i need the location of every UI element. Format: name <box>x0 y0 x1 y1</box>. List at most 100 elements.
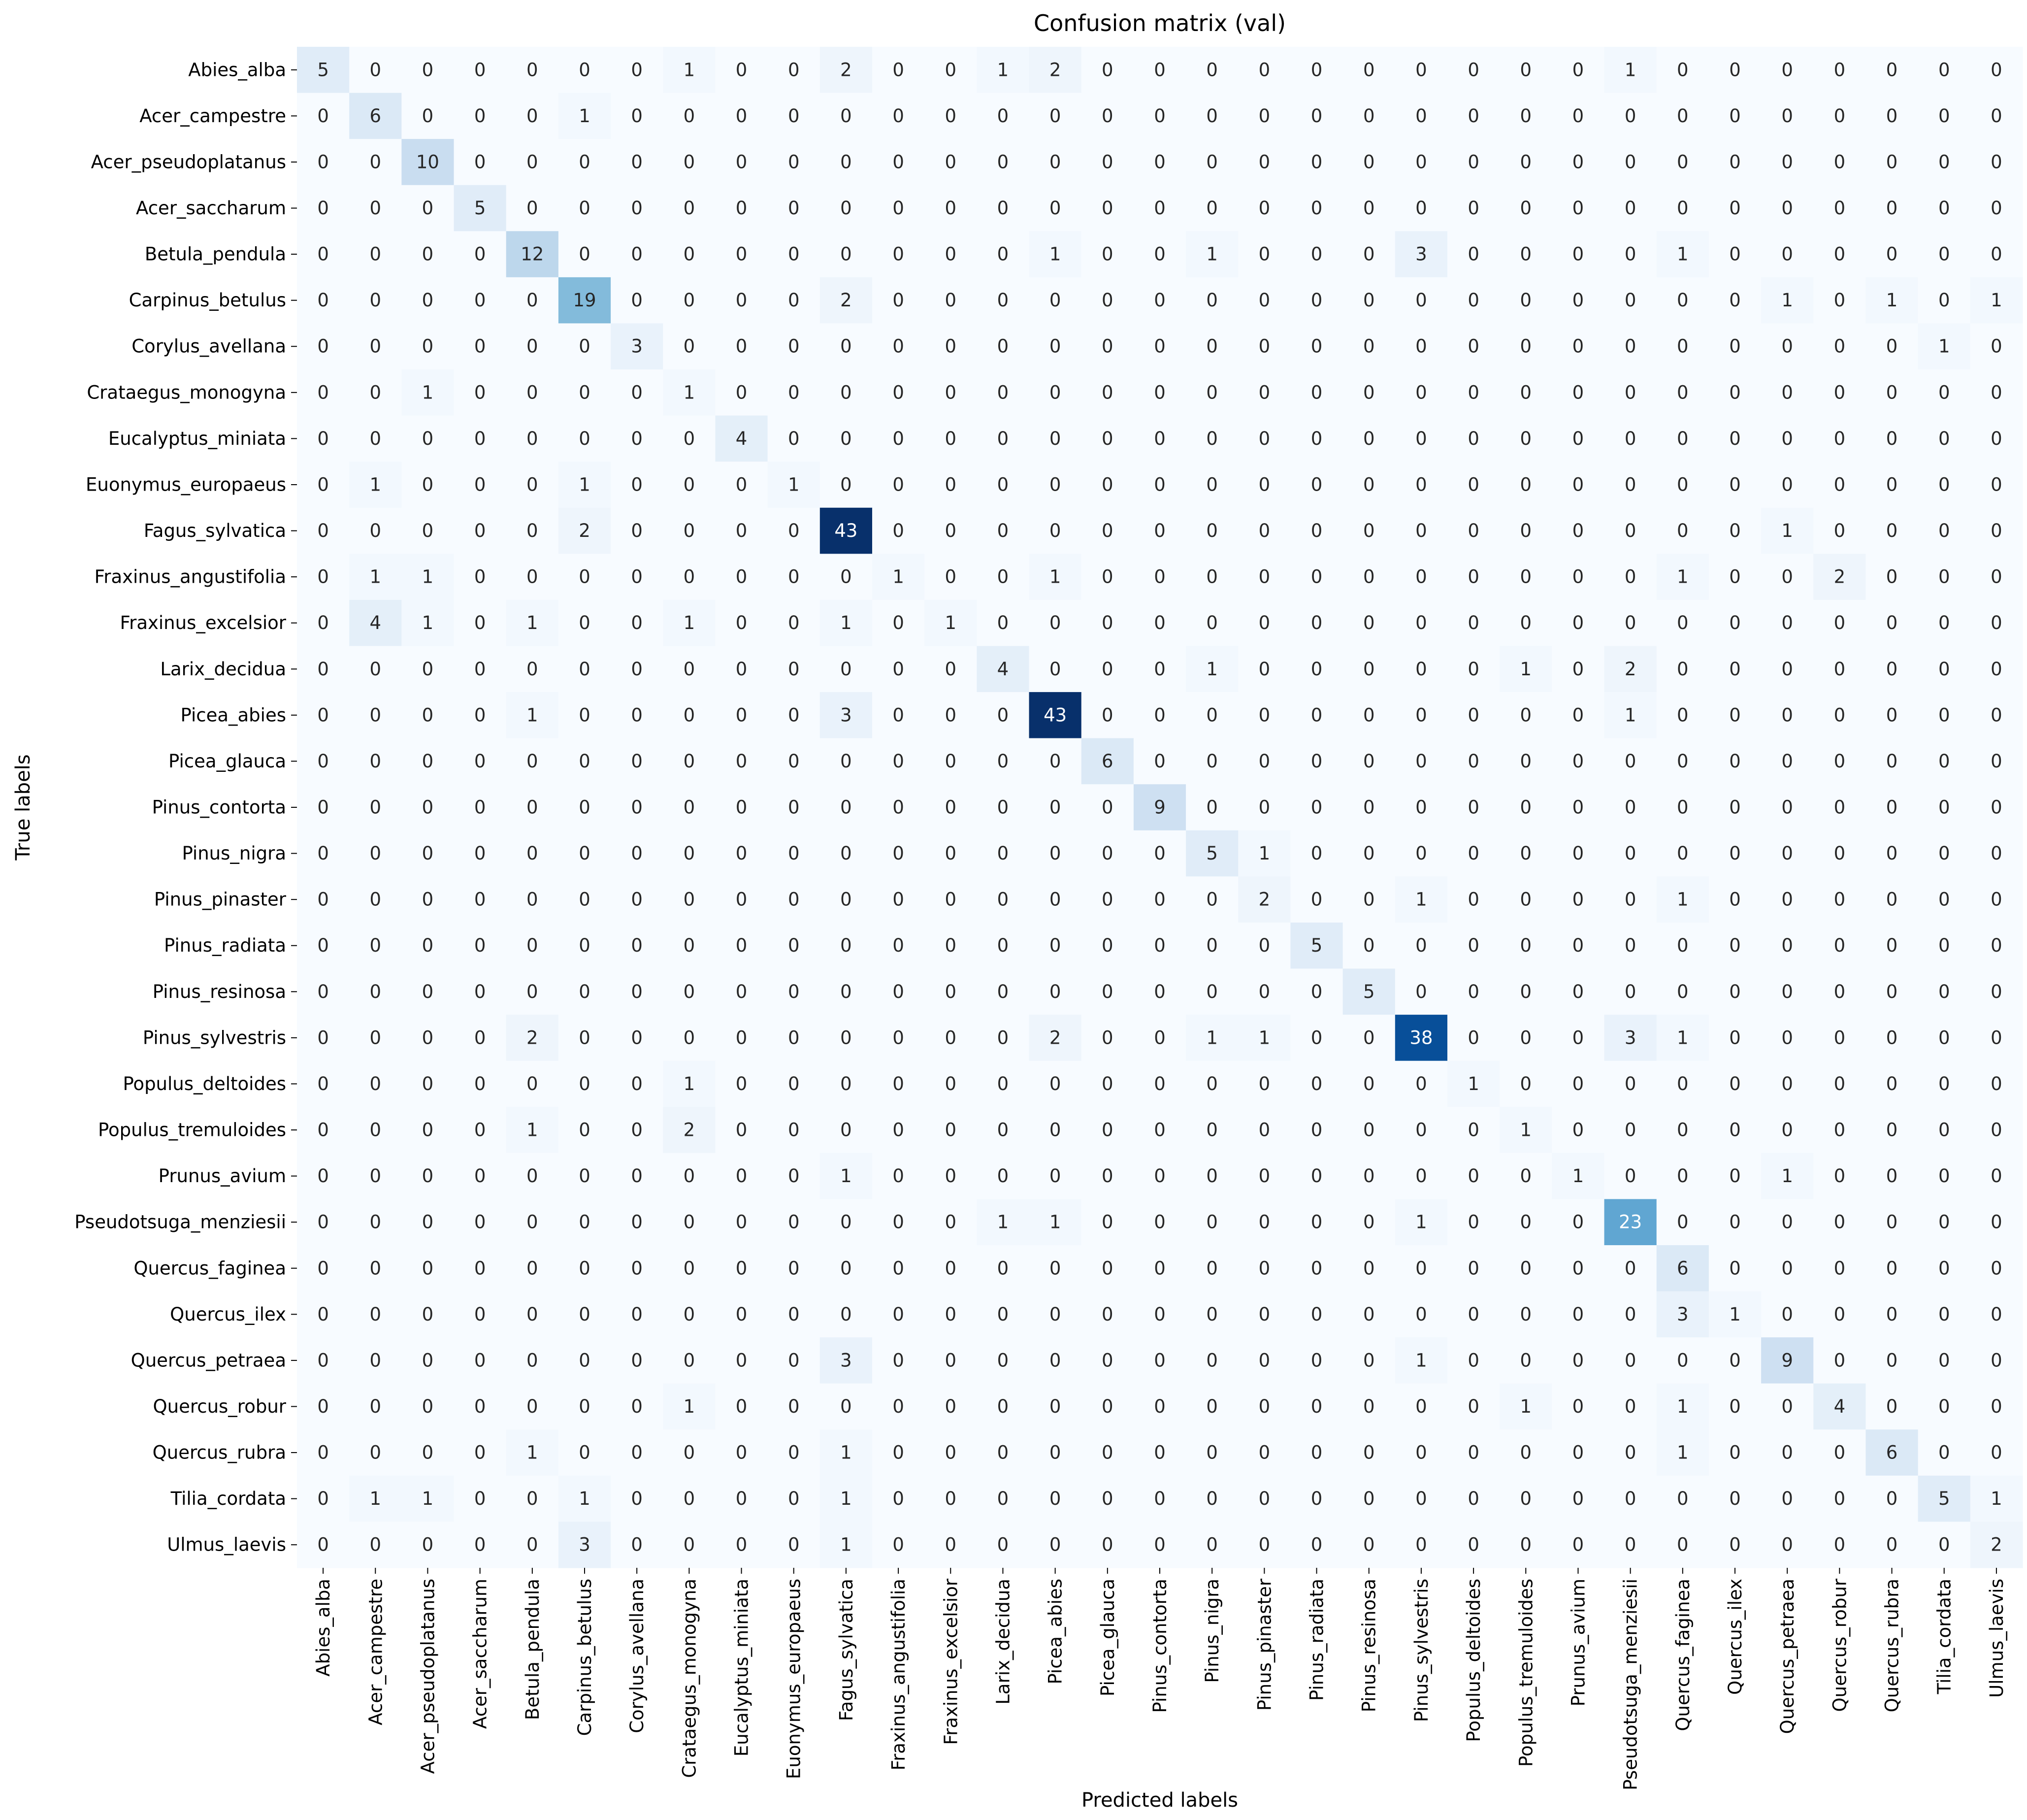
cell-quercus-faginea-pinus-radiata <box>1290 1245 1343 1292</box>
cell-acer-campestre-fraxinus-angustifolia <box>872 93 925 139</box>
cell-value-quercus-ilex-crataegus-monogyna: 0 <box>684 1304 695 1325</box>
cell-value-fagus-sylvatica-fraxinus-excelsior: 0 <box>945 520 956 541</box>
cell-value-populus-tremuloides-betula-pendula: 1 <box>526 1120 538 1141</box>
cell-populus-deltoides-crataegus-monogyna <box>663 1060 716 1107</box>
cell-quercus-robur-quercus-rubra <box>1865 1383 1919 1430</box>
y-tick-label-pinus-nigra: Pinus_nigra <box>182 843 286 864</box>
cell-value-betula-pendula-fagus-sylvatica: 0 <box>840 244 852 265</box>
cell-value-pinus-contorta-quercus-robur: 0 <box>1834 797 1846 818</box>
cell-picea-glauca-betula-pendula <box>506 738 559 785</box>
cell-crataegus-monogyna-acer-pseudoplatanus <box>401 369 455 416</box>
cell-value-pinus-pinaster-larix-decidua: 0 <box>997 889 1009 910</box>
cell-value-pinus-resinosa-quercus-ilex: 0 <box>1729 981 1741 1002</box>
cell-value-quercus-rubra-quercus-faginea: 1 <box>1677 1442 1689 1463</box>
cell-value-acer-saccharum-pinus-pinaster: 0 <box>1259 198 1271 219</box>
cell-euonymus-europaeus-fraxinus-excelsior <box>924 462 977 508</box>
cell-acer-pseudoplatanus-quercus-ilex <box>1708 139 1762 186</box>
cell-value-crataegus-monogyna-prunus-avium: 0 <box>1572 382 1584 403</box>
cell-value-quercus-petraea-pseudotsuga-menziesii: 0 <box>1625 1350 1636 1371</box>
cell-value-pinus-nigra-carpinus-betulus: 0 <box>579 843 590 864</box>
chart-title: Confusion matrix (val) <box>1034 10 1286 36</box>
cell-value-corylus-avellana-pinus-pinaster: 0 <box>1259 336 1271 357</box>
cell-value-quercus-rubra-acer-pseudoplatanus: 0 <box>422 1442 434 1463</box>
cell-value-eucalyptus-miniata-crataegus-monogyna: 0 <box>684 428 695 449</box>
cell-value-quercus-petraea-pinus-radiata: 0 <box>1311 1350 1323 1371</box>
cell-value-acer-saccharum-quercus-faginea: 0 <box>1677 198 1689 219</box>
x-tick-label-eucalyptus-miniata: Eucalyptus_miniata <box>731 1579 752 1756</box>
x-tick-label-prunus-avium: Prunus_avium <box>1568 1579 1589 1706</box>
cell-pinus-contorta-fraxinus-angustifolia <box>872 784 925 831</box>
cell-value-pseudotsuga-menziesii-pinus-contorta: 0 <box>1154 1212 1166 1233</box>
cell-value-pinus-resinosa-acer-pseudoplatanus: 0 <box>422 981 434 1002</box>
y-tick-label-prunus-avium: Prunus_avium <box>159 1165 286 1187</box>
cell-populus-tremuloides-eucalyptus-miniata <box>715 1107 768 1154</box>
cell-value-quercus-petraea-quercus-ilex: 0 <box>1729 1350 1741 1371</box>
cell-value-picea-glauca-ulmus-laevis: 0 <box>1991 751 2002 772</box>
cell-quercus-petraea-euonymus-europaeus <box>767 1337 820 1384</box>
cell-value-abies-alba-pinus-nigra: 0 <box>1206 59 1218 80</box>
cell-quercus-petraea-pinus-contorta <box>1133 1337 1186 1384</box>
cell-value-larix-decidua-tilia-cordata: 0 <box>1938 659 1950 680</box>
cell-fagus-sylvatica-populus-tremuloides <box>1500 507 1552 554</box>
cell-value-acer-saccharum-picea-glauca: 0 <box>1102 198 1113 219</box>
cell-value-crataegus-monogyna-quercus-robur: 0 <box>1834 382 1846 403</box>
cell-value-crataegus-monogyna-abies-alba: 0 <box>317 382 329 403</box>
cell-prunus-avium-quercus-faginea <box>1656 1153 1709 1199</box>
cell-value-betula-pendula-quercus-rubra: 0 <box>1886 244 1898 265</box>
cell-value-quercus-rubra-picea-glauca: 0 <box>1102 1442 1113 1463</box>
cell-value-pinus-nigra-picea-abies: 0 <box>1049 843 1061 864</box>
cell-quercus-ilex-larix-decidua <box>977 1291 1030 1338</box>
cell-acer-pseudoplatanus-quercus-rubra <box>1865 139 1919 186</box>
cell-pinus-contorta-pinus-nigra <box>1186 784 1239 831</box>
cell-corylus-avellana-quercus-petraea <box>1761 323 1814 370</box>
cell-euonymus-europaeus-acer-campestre <box>349 462 402 508</box>
cell-larix-decidua-euonymus-europaeus <box>767 646 820 693</box>
cell-crataegus-monogyna-pinus-sylvestris <box>1395 369 1448 416</box>
cell-quercus-rubra-pinus-nigra <box>1186 1429 1239 1476</box>
cell-abies-alba-quercus-ilex <box>1708 47 1762 94</box>
cell-quercus-ilex-quercus-ilex <box>1708 1291 1762 1338</box>
cell-abies-alba-fagus-sylvatica <box>819 47 873 94</box>
cell-pinus-radiata-euonymus-europaeus <box>767 922 820 969</box>
cell-eucalyptus-miniata-carpinus-betulus <box>558 415 611 462</box>
cell-value-picea-abies-carpinus-betulus: 0 <box>579 704 590 726</box>
cell-quercus-faginea-pinus-nigra <box>1186 1245 1239 1292</box>
x-tick-label-pinus-contorta: Pinus_contorta <box>1149 1579 1171 1713</box>
cell-populus-tremuloides-betula-pendula <box>506 1107 559 1154</box>
cell-value-acer-campestre-picea-glauca: 0 <box>1102 105 1113 127</box>
cell-value-pseudotsuga-menziesii-fraxinus-excelsior: 0 <box>945 1212 956 1233</box>
cell-value-quercus-petraea-betula-pendula: 0 <box>526 1350 538 1371</box>
cell-value-fagus-sylvatica-pinus-nigra: 0 <box>1206 520 1218 541</box>
cell-value-quercus-ilex-quercus-rubra: 0 <box>1886 1304 1898 1325</box>
cell-corylus-avellana-quercus-faginea <box>1656 323 1709 370</box>
cell-corylus-avellana-fraxinus-angustifolia <box>872 323 925 370</box>
cell-betula-pendula-carpinus-betulus <box>558 231 611 278</box>
cell-value-ulmus-laevis-carpinus-betulus: 3 <box>579 1534 590 1555</box>
cell-value-pseudotsuga-menziesii-pinus-pinaster: 0 <box>1259 1212 1271 1233</box>
cell-fraxinus-angustifolia-quercus-faginea <box>1656 554 1709 600</box>
cell-fagus-sylvatica-betula-pendula <box>506 507 559 554</box>
cell-value-pinus-pinaster-pinus-pinaster: 2 <box>1259 889 1271 910</box>
cell-value-pinus-resinosa-fraxinus-excelsior: 0 <box>945 981 956 1002</box>
cell-value-ulmus-laevis-pinus-resinosa: 0 <box>1363 1534 1375 1555</box>
cell-value-abies-alba-pinus-contorta: 0 <box>1154 59 1166 80</box>
cell-populus-deltoides-acer-pseudoplatanus <box>401 1060 455 1107</box>
cell-populus-deltoides-picea-glauca <box>1081 1060 1134 1107</box>
cell-acer-campestre-corylus-avellana <box>611 93 663 139</box>
cell-value-acer-pseudoplatanus-tilia-cordata: 0 <box>1938 151 1950 172</box>
cell-corylus-avellana-pinus-resinosa <box>1342 323 1396 370</box>
cell-fraxinus-excelsior-quercus-faginea <box>1656 599 1709 647</box>
cell-quercus-faginea-acer-saccharum <box>454 1245 507 1292</box>
cell-value-populus-tremuloides-abies-alba: 0 <box>317 1120 329 1141</box>
cell-fraxinus-angustifolia-fraxinus-angustifolia <box>872 554 925 600</box>
cell-value-picea-abies-fagus-sylvatica: 3 <box>840 704 852 726</box>
cell-picea-glauca-fagus-sylvatica <box>819 738 873 785</box>
cell-abies-alba-quercus-robur <box>1813 47 1866 94</box>
cell-pseudotsuga-menziesii-eucalyptus-miniata <box>715 1199 768 1246</box>
cell-value-acer-saccharum-acer-campestre: 0 <box>369 198 381 219</box>
cell-value-pseudotsuga-menziesii-corylus-avellana: 0 <box>631 1212 643 1233</box>
cell-value-fraxinus-angustifolia-euonymus-europaeus: 0 <box>788 566 800 588</box>
cell-populus-deltoides-euonymus-europaeus <box>767 1060 820 1107</box>
cell-corylus-avellana-euonymus-europaeus <box>767 323 820 370</box>
cell-quercus-rubra-pinus-radiata <box>1290 1429 1343 1476</box>
